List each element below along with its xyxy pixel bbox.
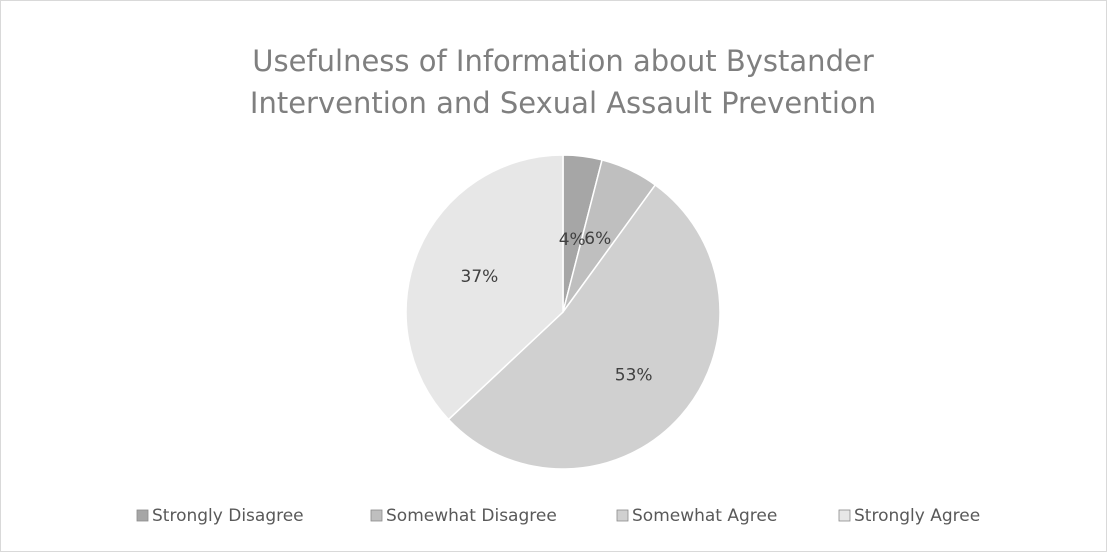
legend-label-strongly-agree: Strongly Agree <box>854 506 980 526</box>
legend-label-somewhat-disagree: Somewhat Disagree <box>386 506 557 526</box>
chart-title-line-1: Usefulness of Information about Bystande… <box>252 44 874 78</box>
data-label-somewhat-agree: 53% <box>615 365 653 385</box>
legend: Strongly Disagree Somewhat Disagree Somewh… <box>136 506 980 526</box>
pie-slices <box>405 154 721 470</box>
legend-swatch-strongly-agree <box>838 509 851 522</box>
legend-label-strongly-disagree: Strongly Disagree <box>152 506 304 526</box>
data-label-strongly-agree: 37% <box>461 267 499 287</box>
legend-swatch-strongly-disagree <box>136 509 149 522</box>
legend-swatch-somewhat-agree <box>616 509 629 522</box>
data-label-somewhat-disagree: 6% <box>584 229 611 249</box>
pie-slice-somewhat-agree <box>447 183 721 470</box>
legend-label-somewhat-agree: Somewhat Agree <box>632 506 777 526</box>
data-label-strongly-disagree: 4% <box>559 230 586 250</box>
legend-swatch-somewhat-disagree <box>370 509 383 522</box>
pie-data-labels: 4%6% 53% 37% <box>461 229 653 385</box>
pie-slice-strongly-agree <box>405 154 564 421</box>
chart-title-line-2: Intervention and Sexual Assault Preventi… <box>250 86 876 120</box>
